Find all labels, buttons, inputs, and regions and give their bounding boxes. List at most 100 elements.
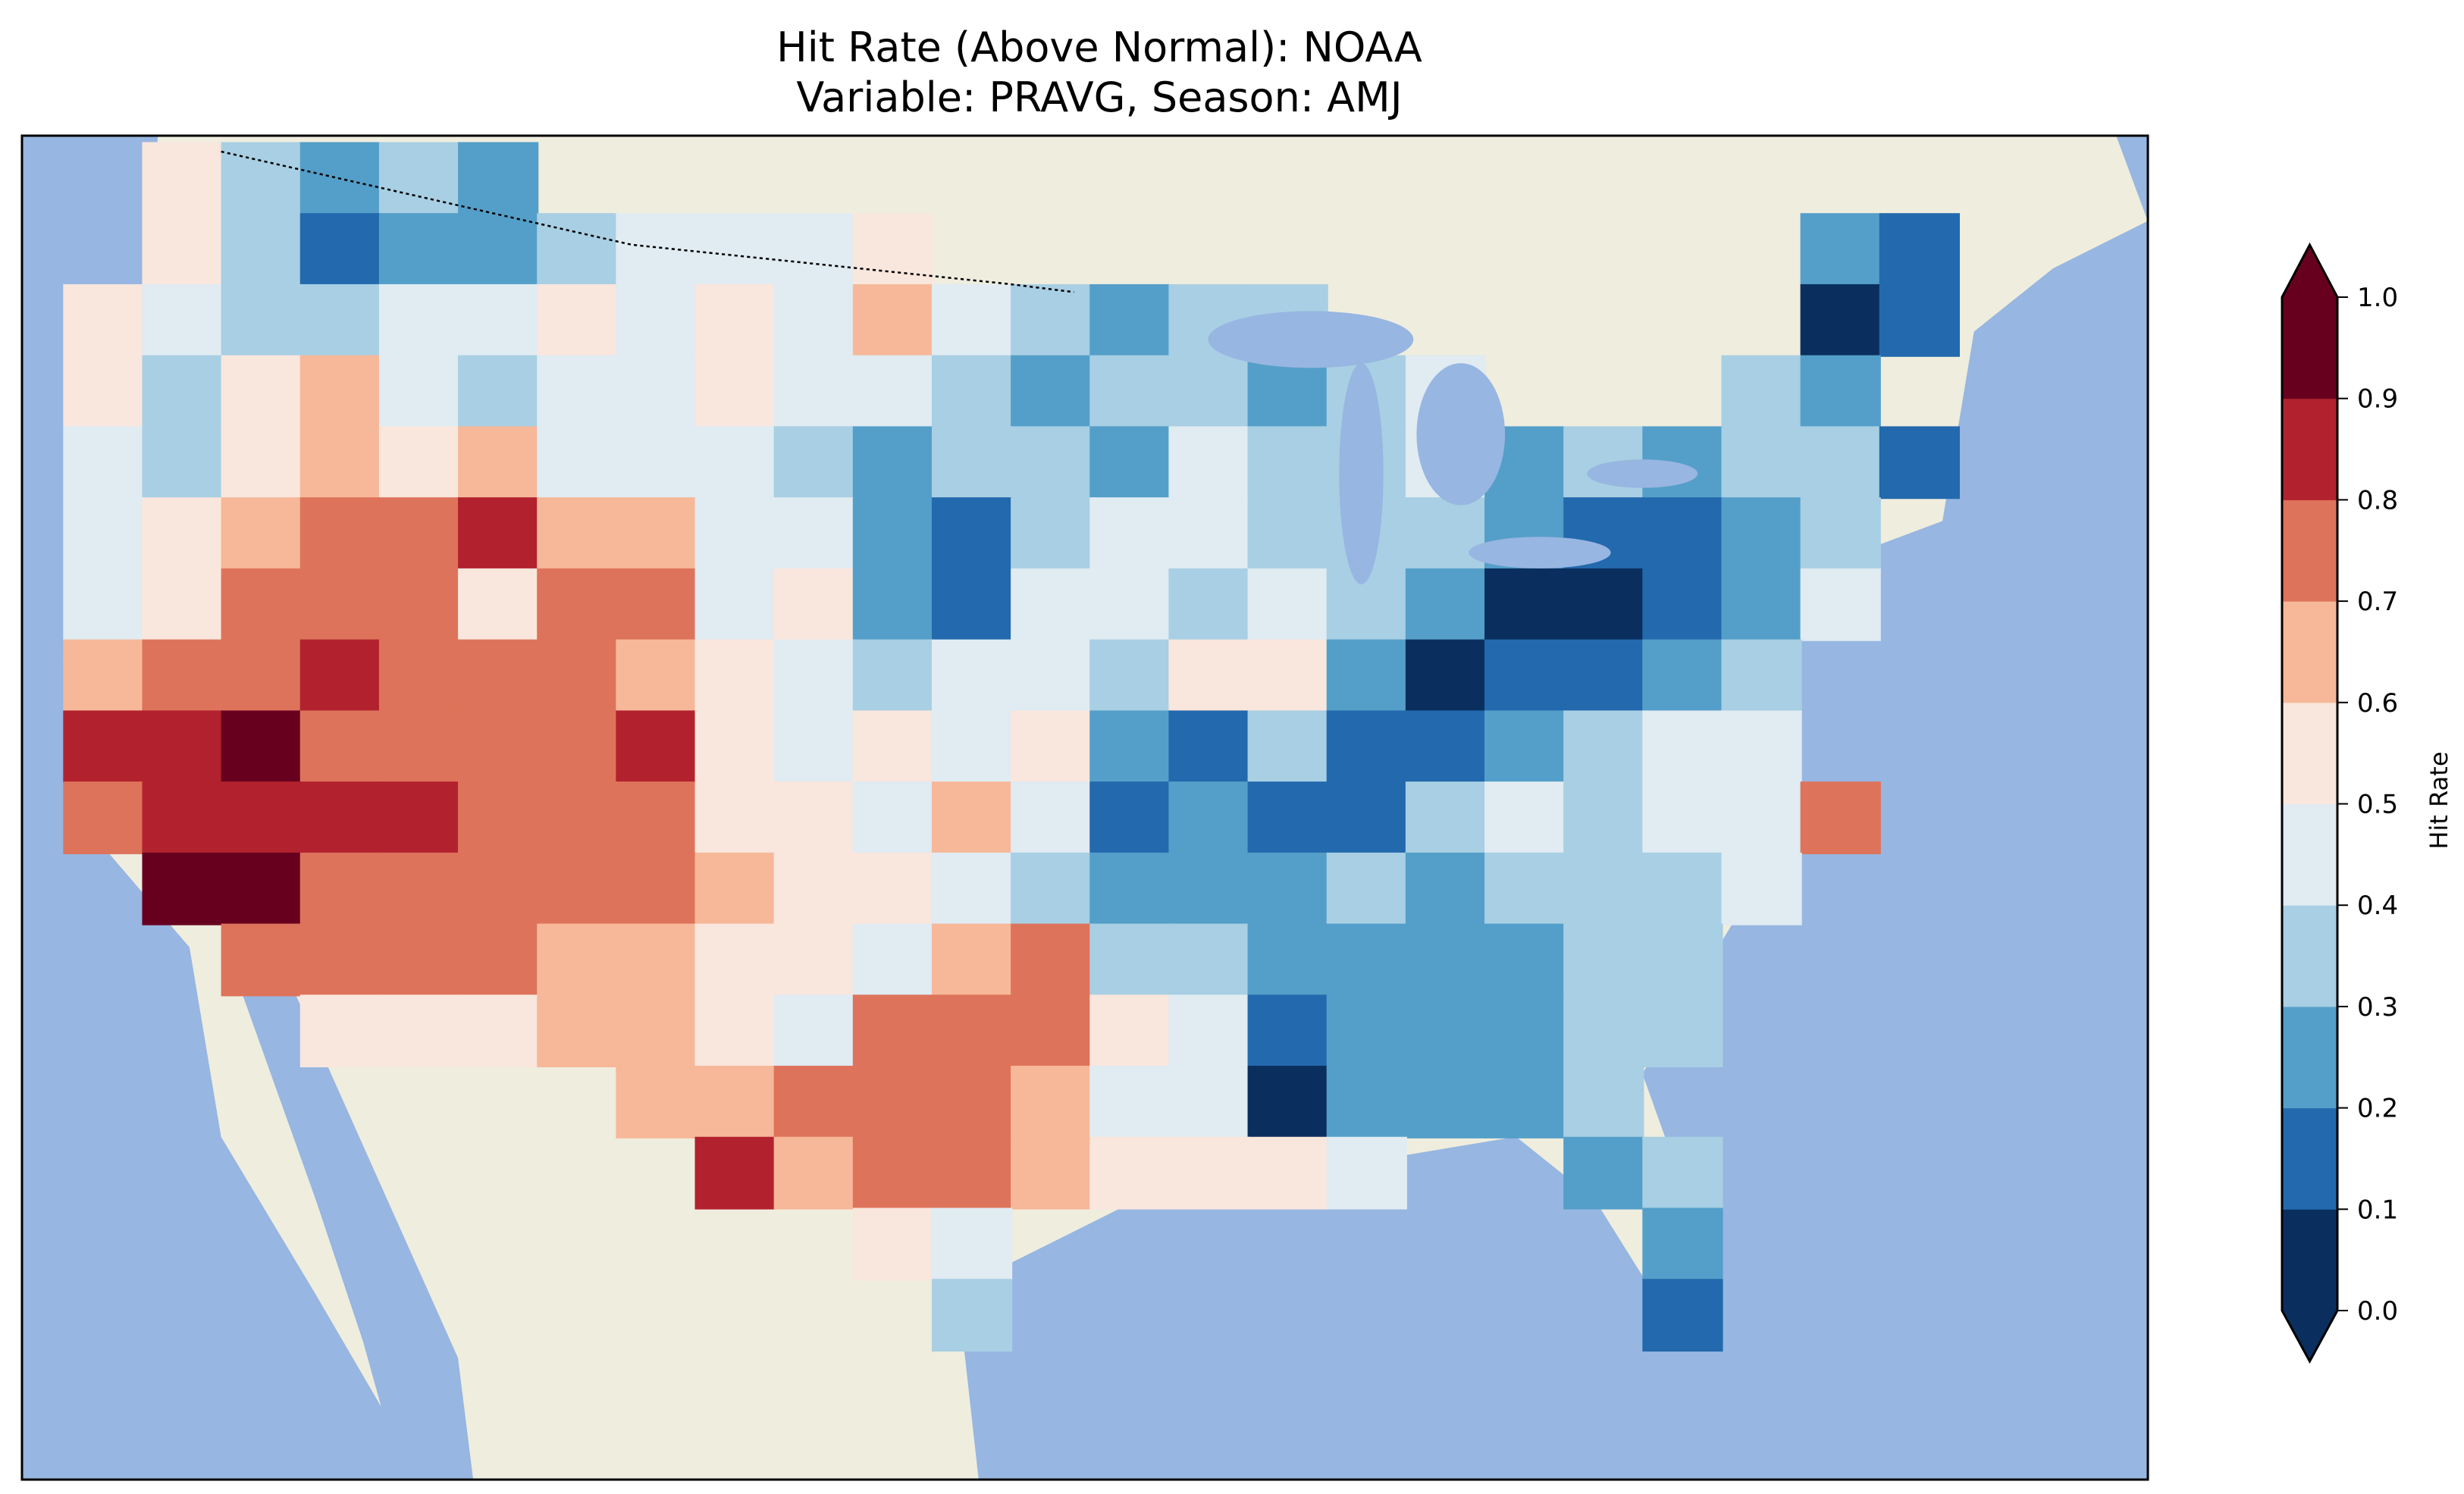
grid-cell bbox=[1326, 852, 1407, 926]
grid-cell bbox=[694, 497, 776, 570]
lake-superior bbox=[1208, 311, 1414, 368]
grid-cell bbox=[63, 781, 144, 854]
grid-cell bbox=[63, 710, 144, 784]
grid-cell bbox=[1011, 355, 1092, 428]
hit-rate-grid bbox=[63, 142, 1961, 1352]
colorbar-tick-label: 0.3 bbox=[2357, 992, 2398, 1023]
grid-cell bbox=[694, 639, 776, 713]
colorbar-tick-label: 0.0 bbox=[2357, 1296, 2398, 1326]
grid-cell bbox=[1405, 1066, 1487, 1139]
grid-cell bbox=[931, 1136, 1013, 1210]
grid-cell bbox=[221, 142, 302, 215]
grid-cell bbox=[378, 213, 460, 287]
grid-cell bbox=[616, 994, 697, 1068]
grid-cell bbox=[1563, 994, 1644, 1068]
grid-cell bbox=[852, 781, 934, 854]
grid-cell bbox=[1800, 781, 1881, 854]
grid-cell bbox=[1326, 781, 1407, 854]
grid-cell bbox=[1879, 283, 1961, 357]
grid-cell bbox=[221, 852, 302, 926]
grid-cell bbox=[63, 283, 144, 357]
colorbar-tick-label: 0.5 bbox=[2357, 790, 2398, 820]
grid-cell bbox=[852, 283, 934, 357]
colorbar-tick-label: 1.0 bbox=[2357, 283, 2398, 313]
grid-cell bbox=[63, 426, 144, 500]
grid-cell bbox=[616, 426, 697, 500]
grid-cell bbox=[221, 497, 302, 570]
grid-cell bbox=[1563, 781, 1644, 854]
grid-cell bbox=[1484, 568, 1566, 641]
grid-cell bbox=[1563, 639, 1644, 713]
grid-cell bbox=[537, 994, 618, 1068]
grid-cell bbox=[299, 923, 381, 997]
grid-cell bbox=[458, 426, 539, 500]
grid-cell bbox=[1879, 213, 1961, 287]
grid-cell bbox=[1326, 994, 1407, 1068]
grid-cell bbox=[773, 639, 854, 713]
gulf-of-california bbox=[237, 979, 474, 1480]
grid-cell bbox=[1800, 355, 1881, 428]
grid-cell bbox=[1642, 710, 1723, 784]
grid-cell bbox=[773, 710, 854, 784]
grid-cell bbox=[1484, 994, 1566, 1068]
grid-cell bbox=[1484, 710, 1566, 784]
grid-cell bbox=[458, 213, 539, 287]
grid-cell bbox=[694, 426, 776, 500]
grid-cell bbox=[1011, 426, 1092, 500]
grid-cell bbox=[458, 639, 539, 713]
grid-cell bbox=[458, 710, 539, 784]
grid-cell bbox=[852, 710, 934, 784]
grid-cell bbox=[1563, 1066, 1644, 1139]
lake-michigan bbox=[1339, 363, 1384, 584]
grid-cell bbox=[1247, 710, 1328, 784]
grid-cell bbox=[378, 497, 460, 570]
grid-cell bbox=[1721, 852, 1802, 926]
grid-cell bbox=[458, 283, 539, 357]
grid-cell bbox=[1563, 710, 1644, 784]
grid-cell bbox=[1563, 923, 1644, 997]
colorbar-segment bbox=[2282, 297, 2337, 399]
grid-cell bbox=[616, 923, 697, 997]
grid-cell bbox=[1011, 639, 1092, 713]
colorbar-segment bbox=[2282, 398, 2337, 500]
grid-cell bbox=[1168, 781, 1249, 854]
grid-cell bbox=[1405, 568, 1487, 641]
colorbar-segment bbox=[2282, 803, 2337, 906]
colorbar-tick-label: 0.1 bbox=[2357, 1195, 2398, 1225]
grid-cell bbox=[1247, 1066, 1328, 1139]
grid-cell bbox=[694, 568, 776, 641]
grid-cell bbox=[1642, 1136, 1723, 1210]
colorbar: 0.0 0.1 0.2 0.3 0.4 0.5 0.6 0.7 0.8 0.9 1.0 bbox=[2281, 242, 2398, 1364]
gulf-coast-water bbox=[1011, 1136, 1595, 1480]
grid-cell bbox=[1247, 781, 1328, 854]
grid-cell bbox=[852, 1136, 934, 1210]
grid-cell bbox=[852, 355, 934, 428]
grid-cell bbox=[142, 781, 223, 854]
grid-cell bbox=[1800, 283, 1881, 357]
colorbar-tick-label: 0.6 bbox=[2357, 688, 2398, 719]
grid-cell bbox=[1405, 781, 1487, 854]
grid-cell bbox=[142, 213, 223, 287]
grid-cell bbox=[1089, 568, 1171, 641]
grid-cell bbox=[694, 1066, 776, 1139]
grid-cell bbox=[931, 497, 1013, 570]
colorbar-extend-max bbox=[2282, 245, 2337, 297]
grid-cell bbox=[1247, 994, 1328, 1068]
grid-cell bbox=[773, 781, 854, 854]
grid-cell bbox=[773, 852, 854, 926]
grid-cell bbox=[616, 781, 697, 854]
grid-cell bbox=[458, 994, 539, 1068]
grid-cell bbox=[378, 426, 460, 500]
chart-title: Hit Rate (Above Normal): NOAA bbox=[776, 23, 1422, 71]
lake-ontario bbox=[1587, 459, 1698, 488]
grid-cell bbox=[1326, 639, 1407, 713]
grid-cell bbox=[378, 710, 460, 784]
grid-cell bbox=[142, 568, 223, 641]
grid-cell bbox=[1089, 852, 1171, 926]
grid-cell bbox=[1247, 426, 1328, 500]
grid-cell bbox=[1326, 710, 1407, 784]
grid-cell bbox=[852, 497, 934, 570]
grid-cell bbox=[1089, 283, 1171, 357]
grid-cell bbox=[142, 426, 223, 500]
grid-cell bbox=[537, 639, 618, 713]
